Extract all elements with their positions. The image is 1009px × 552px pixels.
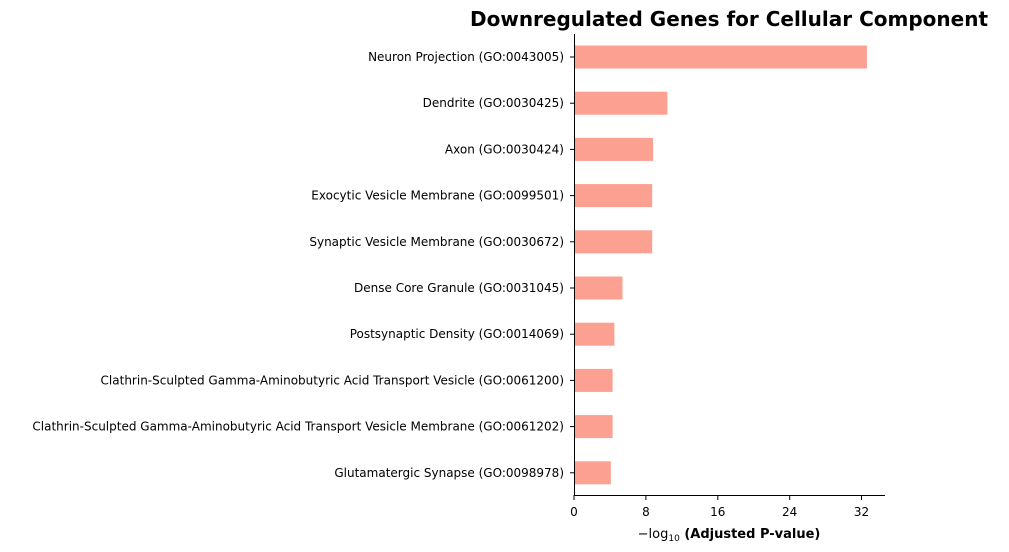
bars-layer: [574, 45, 867, 485]
x-axis-label: −log10 (Adjusted P-value): [638, 527, 821, 544]
x-axis-label-text: (Adjusted P-value): [680, 527, 821, 542]
bar: [574, 322, 615, 346]
category-label: Dense Core Granule (GO:0031045): [354, 281, 564, 295]
category-label: Postsynaptic Density (GO:0014069): [350, 327, 564, 341]
category-label: Clathrin-Sculpted Gamma-Aminobutyric Aci…: [101, 373, 564, 387]
bar: [574, 276, 623, 300]
category-labels: Neuron Projection (GO:0043005) Dendrite (…: [32, 50, 574, 480]
bar: [574, 91, 668, 115]
bar: [574, 184, 653, 208]
x-tick-label: 32: [854, 505, 869, 519]
x-tick-label: 8: [642, 505, 650, 519]
category-label: Synaptic Vesicle Membrane (GO:0030672): [309, 235, 564, 249]
category-label: Dendrite (GO:0030425): [423, 96, 564, 110]
category-label: Neuron Projection (GO:0043005): [368, 50, 564, 64]
bar: [574, 461, 611, 485]
bar: [574, 230, 653, 254]
x-tick-label: 16: [710, 505, 725, 519]
x-ticks: 0 8 16 24 32: [570, 495, 869, 519]
bar: [574, 415, 613, 439]
bar: [574, 45, 867, 69]
x-tick-label: 0: [570, 505, 578, 519]
chart-title: Downregulated Genes for Cellular Compone…: [470, 7, 988, 31]
category-label: Clathrin-Sculpted Gamma-Aminobutyric Aci…: [32, 420, 564, 434]
bar: [574, 137, 654, 161]
category-label: Exocytic Vesicle Membrane (GO:0099501): [311, 189, 564, 203]
category-label: Axon (GO:0030424): [445, 142, 564, 156]
category-label: Glutamatergic Synapse (GO:0098978): [334, 466, 564, 480]
bar: [574, 368, 613, 392]
x-tick-label: 24: [782, 505, 797, 519]
x-axis-label-subscript: 10: [668, 534, 680, 544]
